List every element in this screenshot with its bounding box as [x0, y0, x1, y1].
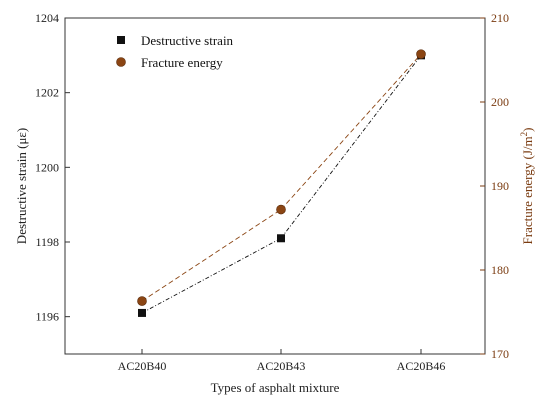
y-axis-left-label: Destructive strain (με) [14, 128, 29, 244]
plot-area [64, 17, 486, 355]
x-axis-ticks: AC20B40 AC20B43 AC20B46 [118, 349, 446, 373]
plot-frame [64, 17, 486, 355]
x-axis-label: Types of asphalt mixture [211, 380, 340, 395]
legend-label-fracture-energy: Fracture energy [141, 55, 223, 70]
right-tick-label: 190 [491, 179, 509, 193]
right-tick-label: 170 [491, 347, 509, 361]
x-tick-label: AC20B40 [118, 359, 167, 373]
legend-marker-fracture-energy [116, 57, 126, 67]
left-tick-label: 1204 [35, 11, 59, 25]
y-axis-right-label-end: ) [520, 128, 535, 132]
data-point-fracture-energy [276, 204, 286, 215]
legend-marker-destructive-strain [117, 36, 125, 44]
left-tick-label: 1198 [35, 235, 59, 249]
series-line-segment-destructive-strain [280, 55, 422, 239]
series-line-segment-fracture-energy [141, 209, 282, 302]
right-tick-label: 200 [491, 95, 509, 109]
data-point-destructive-strain [277, 234, 285, 243]
series-line-segment-destructive-strain [141, 237, 282, 314]
y-axis-right-label-main: Fracture energy (J/m [520, 136, 535, 244]
y-axis-right-label-sup: 2 [519, 132, 529, 137]
left-axis-ticks: 1196 1198 1200 1202 1204 [35, 11, 70, 324]
left-tick-label: 1196 [35, 310, 59, 324]
x-tick-label: AC20B46 [397, 359, 446, 373]
series-layer [137, 49, 426, 317]
y-axis-right-label: Fracture energy (J/m2) [519, 128, 535, 245]
data-point-fracture-energy [416, 49, 426, 59]
series-line-segment-fracture-energy [280, 53, 422, 210]
left-tick-label: 1200 [35, 160, 59, 174]
right-tick-label: 180 [491, 263, 509, 277]
x-tick-label: AC20B43 [257, 359, 306, 373]
left-tick-label: 1202 [35, 86, 59, 100]
data-point-fracture-energy [137, 296, 147, 306]
legend-label-destructive-strain: Destructive strain [141, 33, 234, 48]
legend: Destructive strain Fracture energy [116, 33, 234, 70]
data-point-destructive-strain [138, 308, 146, 317]
right-tick-label: 210 [491, 11, 509, 25]
right-axis-ticks: 170 180 190 200 210 [480, 11, 509, 361]
